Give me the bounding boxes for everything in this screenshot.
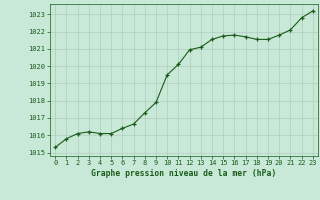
X-axis label: Graphe pression niveau de la mer (hPa): Graphe pression niveau de la mer (hPa) <box>92 169 276 178</box>
